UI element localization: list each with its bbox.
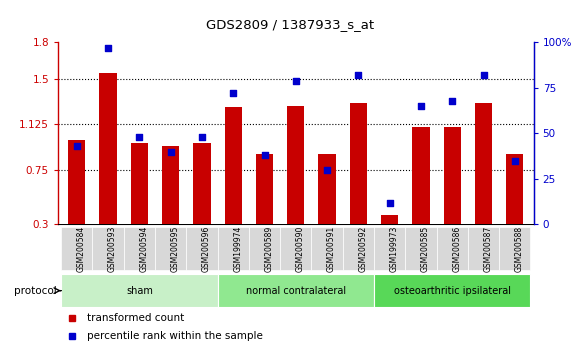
Text: GSM200585: GSM200585 bbox=[421, 225, 430, 272]
Point bbox=[197, 134, 206, 140]
Bar bbox=[218, 227, 249, 270]
Point bbox=[260, 153, 269, 158]
Bar bbox=[287, 105, 305, 224]
Text: GSM200588: GSM200588 bbox=[515, 225, 524, 272]
Bar bbox=[218, 274, 374, 307]
Text: GSM200586: GSM200586 bbox=[452, 225, 461, 272]
Bar bbox=[61, 227, 92, 270]
Text: GSM200596: GSM200596 bbox=[202, 225, 211, 272]
Bar bbox=[224, 107, 242, 224]
Bar bbox=[350, 103, 367, 224]
Text: GSM200590: GSM200590 bbox=[296, 225, 305, 272]
Point bbox=[229, 91, 238, 96]
Bar bbox=[499, 227, 531, 270]
Point bbox=[72, 143, 81, 149]
Point bbox=[354, 73, 363, 78]
Bar bbox=[68, 139, 85, 224]
Point bbox=[479, 73, 488, 78]
Bar bbox=[186, 227, 218, 270]
Text: GSM200595: GSM200595 bbox=[171, 225, 180, 272]
Bar bbox=[343, 227, 374, 270]
Bar bbox=[256, 154, 273, 224]
Bar bbox=[405, 227, 437, 270]
Text: GSM200584: GSM200584 bbox=[77, 225, 86, 272]
Point bbox=[416, 103, 426, 109]
Bar bbox=[374, 227, 405, 270]
Text: sham: sham bbox=[126, 286, 153, 296]
Bar bbox=[124, 227, 155, 270]
Bar bbox=[280, 227, 311, 270]
Bar bbox=[381, 215, 398, 224]
Point bbox=[322, 167, 332, 173]
Bar bbox=[92, 227, 124, 270]
Text: transformed count: transformed count bbox=[86, 313, 184, 323]
Bar bbox=[61, 274, 218, 307]
Text: GSM200591: GSM200591 bbox=[327, 225, 336, 272]
Point bbox=[103, 45, 113, 51]
Text: normal contralateral: normal contralateral bbox=[246, 286, 346, 296]
Point bbox=[291, 78, 300, 84]
Text: GSM200593: GSM200593 bbox=[108, 225, 117, 272]
Bar bbox=[475, 103, 492, 224]
Text: GSM200589: GSM200589 bbox=[264, 225, 274, 272]
Bar bbox=[468, 227, 499, 270]
Point bbox=[510, 158, 520, 164]
Point bbox=[135, 134, 144, 140]
Point bbox=[448, 98, 457, 104]
Text: protocol: protocol bbox=[14, 286, 56, 296]
Point bbox=[385, 200, 394, 205]
Bar bbox=[506, 154, 523, 224]
Bar bbox=[318, 154, 336, 224]
Bar bbox=[155, 227, 186, 270]
Text: osteoarthritic ipsilateral: osteoarthritic ipsilateral bbox=[394, 286, 511, 296]
Text: GDS2809 / 1387933_s_at: GDS2809 / 1387933_s_at bbox=[206, 18, 374, 31]
Text: percentile rank within the sample: percentile rank within the sample bbox=[86, 331, 262, 341]
Bar bbox=[162, 145, 179, 224]
Bar bbox=[311, 227, 343, 270]
Text: GSM200594: GSM200594 bbox=[139, 225, 148, 272]
Text: GSM200587: GSM200587 bbox=[484, 225, 492, 272]
Bar bbox=[437, 227, 468, 270]
Bar bbox=[412, 127, 430, 224]
Bar bbox=[99, 73, 117, 224]
Text: GSM200592: GSM200592 bbox=[358, 225, 367, 272]
Point bbox=[166, 149, 175, 154]
Bar bbox=[193, 143, 211, 224]
Bar bbox=[444, 127, 461, 224]
Bar bbox=[130, 143, 148, 224]
Bar bbox=[374, 274, 531, 307]
Text: GSM199973: GSM199973 bbox=[390, 225, 398, 272]
Bar bbox=[249, 227, 280, 270]
Text: GSM199974: GSM199974 bbox=[233, 225, 242, 272]
